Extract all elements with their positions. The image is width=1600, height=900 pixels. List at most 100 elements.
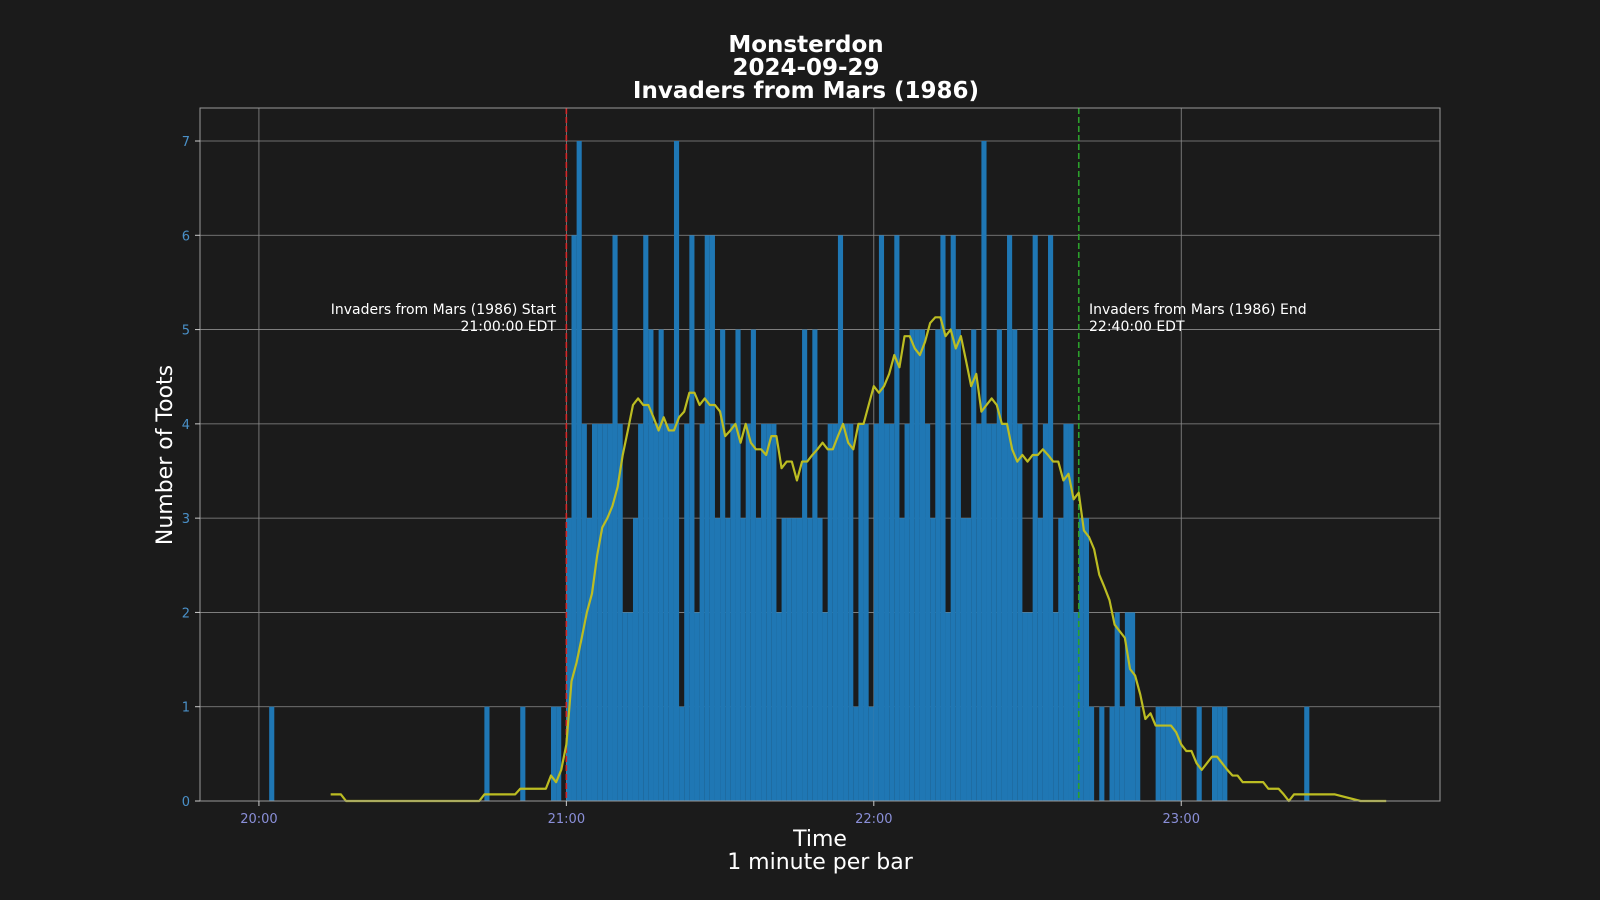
x-axis-label: Time [792, 827, 847, 852]
bar [709, 235, 715, 802]
bar [740, 518, 746, 801]
bar [1170, 706, 1177, 801]
bar [689, 235, 695, 802]
bar [550, 706, 557, 801]
start-marker-label: Invaders from Mars (1986) Start [331, 302, 557, 318]
bar [581, 423, 587, 801]
x-tick-label: 20:00 [240, 812, 277, 827]
end-marker-time: 22:40:00 EDT [1089, 319, 1185, 335]
event-markers [565, 108, 1080, 801]
bar [586, 518, 592, 801]
bar [704, 235, 710, 802]
bar [1119, 706, 1125, 801]
bar [822, 612, 828, 801]
bar [679, 706, 685, 801]
bar [1155, 706, 1161, 801]
x-axis-ticks: 20:00 21:00 22:00 23:00 [240, 801, 1200, 827]
bar [632, 518, 639, 801]
bar [607, 423, 613, 801]
bar [1089, 706, 1095, 801]
end-marker-label: Invaders from Mars (1986) End [1089, 302, 1307, 318]
bar [1063, 423, 1069, 801]
bar [986, 423, 992, 801]
bar [653, 423, 659, 801]
plot-frame [199, 107, 1441, 802]
bar [1022, 612, 1028, 801]
bar [1073, 612, 1079, 801]
bar [884, 423, 890, 801]
bar [673, 141, 680, 801]
bar [1124, 612, 1130, 801]
start-marker-time: 21:00:00 EDT [460, 319, 556, 335]
bar [663, 423, 669, 801]
bar [868, 706, 874, 801]
bar [966, 518, 972, 801]
y-tick-label: 0 [182, 795, 190, 810]
bar [643, 235, 649, 802]
x-axis-sublabel: 1 minute per bar [727, 850, 914, 875]
bar [807, 518, 813, 801]
bar [791, 518, 797, 801]
bar [935, 329, 941, 801]
y-tick-label: 1 [182, 701, 190, 716]
bar [750, 329, 756, 801]
bar [781, 518, 787, 801]
bar [1109, 706, 1115, 801]
bar [802, 329, 808, 801]
bar [1083, 518, 1090, 801]
bar [1078, 518, 1084, 801]
bar [556, 706, 562, 801]
bar [776, 612, 782, 801]
bar [1068, 423, 1074, 801]
bar [684, 423, 690, 801]
bar [1001, 423, 1008, 801]
bar [668, 423, 674, 801]
bar [889, 423, 895, 801]
bar [904, 423, 910, 801]
bar [720, 329, 726, 801]
bar [1176, 706, 1182, 801]
bar [520, 706, 526, 801]
bar [745, 423, 751, 801]
chart-title-line-2: 2024-09-29 [732, 55, 879, 81]
bar [950, 235, 956, 802]
bar [755, 518, 762, 801]
bar [812, 329, 818, 801]
bar [617, 423, 623, 801]
bar [878, 235, 885, 802]
bar [566, 518, 572, 801]
bar [591, 423, 598, 801]
bar [269, 706, 275, 801]
bar [571, 235, 577, 802]
bar [638, 423, 644, 801]
bar [1135, 706, 1141, 801]
bar [955, 329, 961, 801]
y-tick-label: 2 [182, 606, 190, 621]
bar [648, 329, 654, 801]
y-tick-label: 7 [182, 135, 190, 150]
bar [894, 235, 900, 802]
bar [925, 423, 931, 801]
y-axis-label: Number of Toots [153, 365, 178, 545]
bar [1196, 706, 1202, 801]
bar [597, 423, 603, 801]
bar [843, 423, 849, 801]
bar [627, 612, 633, 801]
bar [735, 329, 741, 801]
bar [945, 612, 951, 801]
bar [714, 518, 721, 801]
rolling-average-series [330, 316, 1387, 803]
bar [602, 423, 608, 801]
bar [786, 518, 792, 801]
bar [1032, 235, 1038, 802]
bar [1099, 706, 1105, 801]
bar [1160, 706, 1166, 801]
bar [658, 329, 664, 801]
bar [919, 329, 926, 801]
bar [863, 423, 869, 801]
bar [971, 329, 977, 801]
bar [1222, 706, 1228, 801]
x-tick-label: 22:00 [855, 812, 892, 827]
bar [1114, 612, 1120, 801]
